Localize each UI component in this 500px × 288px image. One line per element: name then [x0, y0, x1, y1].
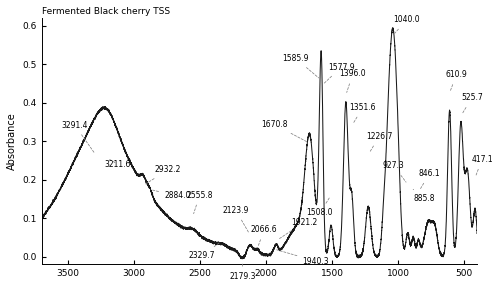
- Text: 3291.4: 3291.4: [62, 121, 94, 152]
- Text: 1226.7: 1226.7: [366, 132, 392, 152]
- Text: 1396.0: 1396.0: [340, 69, 366, 92]
- Text: 1351.6: 1351.6: [350, 103, 376, 124]
- Text: 1040.0: 1040.0: [394, 15, 420, 33]
- Text: 1577.9: 1577.9: [324, 62, 354, 84]
- Text: 2884.0: 2884.0: [152, 190, 190, 200]
- Text: 846.1: 846.1: [418, 169, 440, 190]
- Text: 525.7: 525.7: [461, 93, 482, 114]
- Text: 885.8: 885.8: [413, 189, 435, 203]
- Text: 1585.9: 1585.9: [282, 54, 318, 78]
- Text: 1940.3: 1940.3: [276, 250, 329, 266]
- Text: 2555.8: 2555.8: [186, 191, 213, 214]
- Text: 2123.9: 2123.9: [222, 206, 249, 232]
- Text: 1921.2: 1921.2: [279, 218, 318, 239]
- Text: 3211.6: 3211.6: [104, 159, 130, 168]
- Text: 610.9: 610.9: [446, 70, 468, 90]
- Y-axis label: Absorbance: Absorbance: [7, 112, 17, 170]
- Text: 2329.7: 2329.7: [188, 242, 220, 260]
- Text: 2932.2: 2932.2: [146, 165, 182, 184]
- Text: 417.1: 417.1: [471, 155, 493, 175]
- Text: Fermented Black cherry TSS: Fermented Black cherry TSS: [42, 7, 170, 16]
- Text: 1670.8: 1670.8: [262, 120, 307, 142]
- Text: 2179.3: 2179.3: [229, 264, 256, 281]
- Text: 2066.6: 2066.6: [251, 225, 278, 246]
- Text: 1508.0: 1508.0: [306, 198, 333, 217]
- Text: 927.3: 927.3: [383, 162, 406, 182]
